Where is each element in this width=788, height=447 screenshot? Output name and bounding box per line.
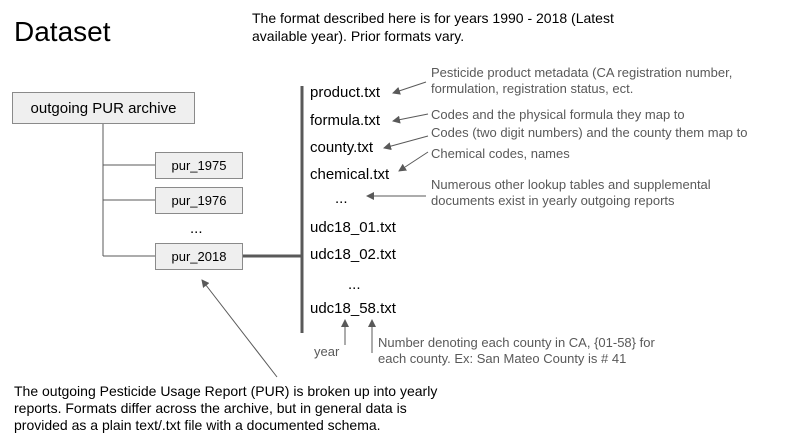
file-formula: formula.txt [310, 112, 381, 129]
file-chemical: chemical.txt [310, 166, 390, 183]
annotation-line: documents exist in yearly outgoing repor… [431, 193, 675, 208]
year-box-2018: pur_2018 [155, 243, 243, 270]
bottom-note: The outgoing Pesticide Usage Report (PUR… [14, 383, 437, 434]
arrow-product [392, 81, 427, 95]
bottom-note-line: provided as a plain text/.txt file with … [14, 417, 381, 433]
annotation-line: Numerous other lookup tables and supplem… [431, 177, 711, 192]
annotation-chemical: Chemical codes, names [431, 146, 570, 161]
format-note: The format described here is for years 1… [252, 9, 672, 45]
annotation-county-number: Number denoting each county in CA, {01-5… [378, 335, 655, 367]
file-ellipsis: ... [335, 190, 348, 207]
bottom-note-line: reports. Formats differ across the archi… [14, 400, 407, 416]
annotation-other: Numerous other lookup tables and supplem… [431, 177, 711, 209]
year-box-1976: pur_1976 [155, 187, 243, 214]
annotation-line: Number denoting each county in CA, {01-5… [378, 335, 655, 350]
year-box-1975: pur_1975 [155, 152, 243, 179]
annotation-line: each county. Ex: San Mateo County is # 4… [378, 351, 627, 366]
archive-root-box: outgoing PUR archive [12, 92, 195, 124]
annotation-line: formulation, registration status, ect. [431, 81, 634, 96]
file-county: county.txt [310, 139, 374, 156]
arrow-county [383, 135, 429, 151]
file-udc-02: udc18_02.txt [310, 246, 396, 263]
bottom-note-line: The outgoing Pesticide Usage Report (PUR… [14, 383, 438, 399]
format-note-line: The format described here is for years 1… [252, 10, 614, 26]
arrow-formula [392, 113, 429, 124]
page-title: Dataset [14, 16, 111, 47]
annotation-line: Pesticide product metadata (CA registrat… [431, 65, 733, 80]
arrow-chemical [398, 151, 429, 172]
annotation-county: Codes (two digit numbers) and the county… [431, 125, 748, 140]
file-udc-58: udc18_58.txt [310, 300, 396, 317]
file-product: product.txt [310, 84, 381, 101]
format-note-line: available year). Prior formats vary. [252, 28, 465, 44]
annotation-year: year [314, 344, 340, 359]
arrow-report [201, 279, 278, 378]
annotation-formula: Codes and the physical formula they map … [431, 107, 685, 122]
file-udc-01: udc18_01.txt [310, 219, 396, 236]
year-ellipsis: ... [190, 220, 203, 237]
file-ellipsis: ... [348, 276, 361, 293]
annotation-product: Pesticide product metadata (CA registrat… [431, 65, 732, 97]
